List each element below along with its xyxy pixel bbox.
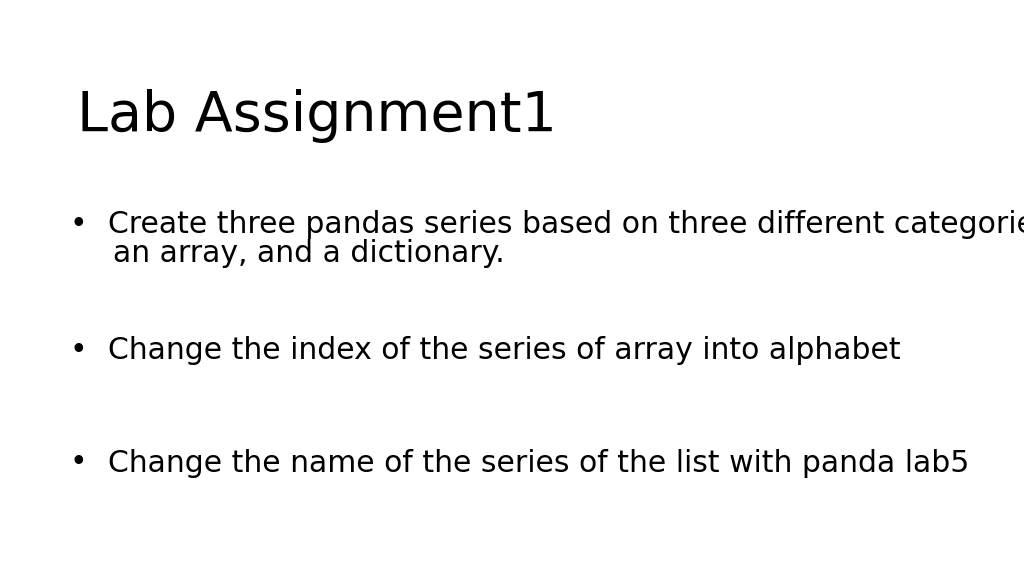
Text: an array, and a dictionary.: an array, and a dictionary. [113,239,505,268]
Text: •: • [70,448,87,477]
Text: •: • [70,210,87,239]
Text: Create three pandas series based on three different categories, a list,: Create three pandas series based on thre… [108,210,1024,239]
Text: Lab Assignment1: Lab Assignment1 [77,89,557,143]
Text: Change the index of the series of array into alphabet: Change the index of the series of array … [108,336,900,365]
Text: •: • [70,336,87,365]
Text: Change the name of the series of the list with panda lab5: Change the name of the series of the lis… [108,448,969,477]
